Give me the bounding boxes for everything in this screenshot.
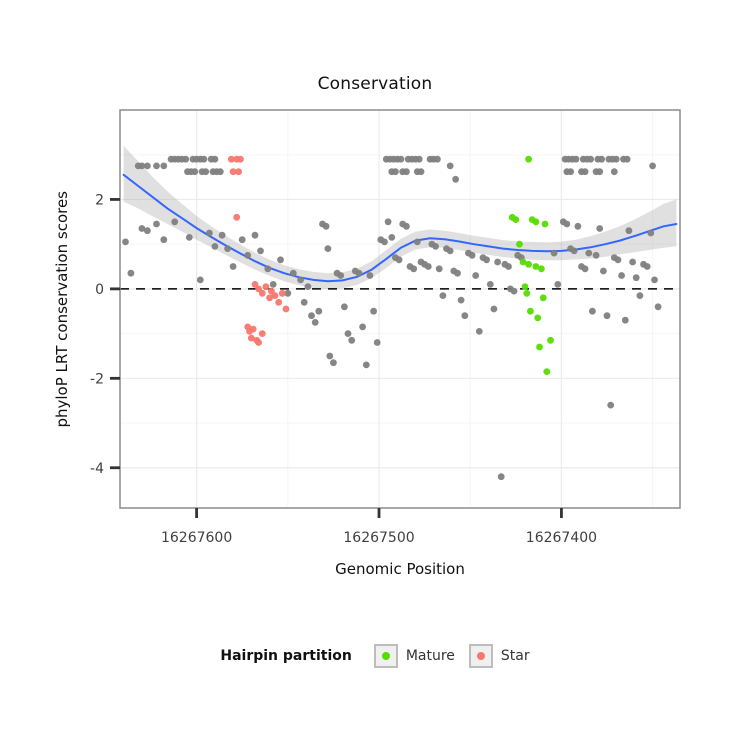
- svg-text:16267500: 16267500: [343, 530, 414, 546]
- y-axis-label: phyloP LRT conservation scores: [53, 190, 71, 428]
- legend-item-star: Star: [468, 644, 530, 668]
- svg-text:16267600: 16267600: [161, 530, 232, 546]
- svg-text:16267400: 16267400: [526, 530, 597, 546]
- legend-label-star: Star: [500, 648, 530, 664]
- legend-item-mature: Mature: [373, 644, 455, 668]
- x-axis-label: Genomic Position: [335, 560, 465, 578]
- svg-text:0: 0: [95, 282, 104, 298]
- legend-label-mature: Mature: [405, 648, 455, 664]
- mature-dot-icon: [381, 652, 390, 660]
- chart-title: Conservation: [317, 74, 433, 94]
- svg-text:-2: -2: [90, 371, 104, 387]
- legend-title: Hairpin partition: [220, 648, 352, 664]
- legend-key-mature: [373, 644, 398, 668]
- star-dot-icon: [476, 652, 485, 660]
- legend-key-star: [468, 644, 493, 668]
- legend: Hairpin partition Mature Star: [0, 644, 750, 668]
- svg-text:-4: -4: [90, 461, 104, 477]
- svg-text:2: 2: [95, 192, 104, 208]
- plot-canvas: 16267600 16267500 16267400 2 0 -2 -4: [90, 109, 681, 546]
